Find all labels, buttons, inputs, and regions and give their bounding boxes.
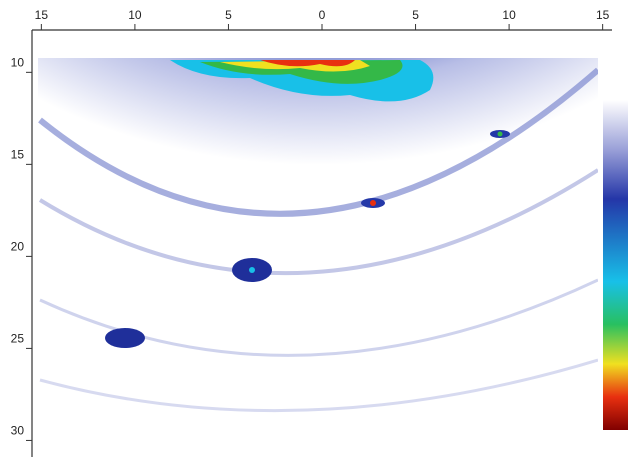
y-tick-label: 20	[11, 240, 25, 254]
x-tick-label: 15	[35, 8, 49, 22]
x-tick-label: 15	[596, 8, 610, 22]
y-tick-label: 25	[11, 332, 25, 346]
y-tick-label: 30	[11, 424, 25, 438]
x-tick-label: 10	[502, 8, 516, 22]
chart: 15 10 5 0 5 10 15 10 15 20 25 30	[0, 0, 633, 457]
x-tick-label: 5	[225, 8, 232, 22]
y-tick-label: 15	[11, 148, 25, 162]
colorbar	[603, 100, 628, 430]
x-tick-label: 5	[412, 8, 419, 22]
ultrasound-image	[0, 0, 633, 432]
y-tick-label: 10	[11, 56, 25, 70]
x-tick-label: 10	[128, 8, 142, 22]
x-tick-label: 0	[319, 8, 326, 22]
